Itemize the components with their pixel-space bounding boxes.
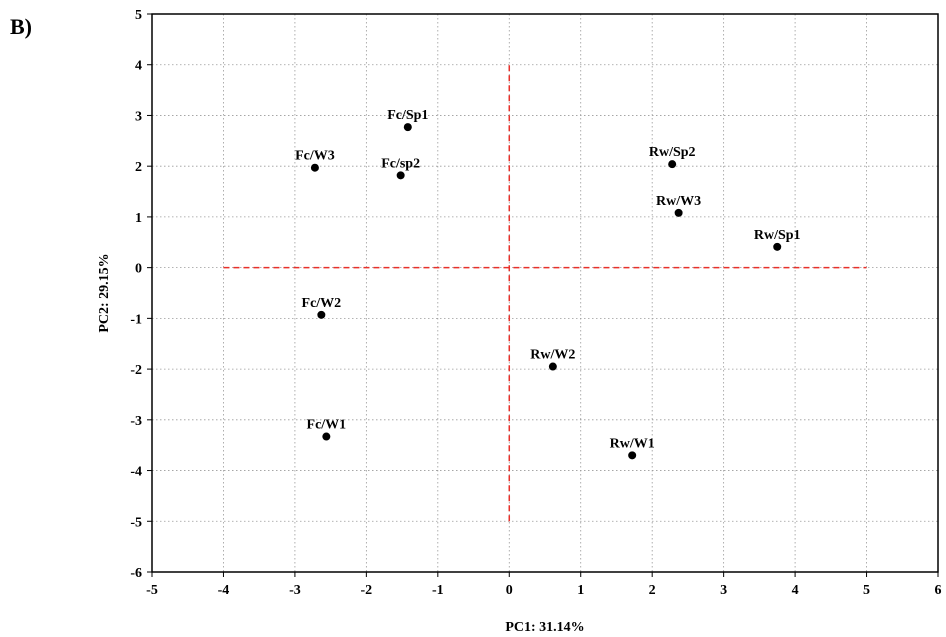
point-label: Rw/W3 (656, 194, 701, 209)
point-label: Fc/W1 (307, 418, 347, 433)
x-tick-label: 2 (649, 583, 656, 598)
axis-ticks: -5 -4 -3 -2 -1 0 1 2 3 4 5 6 -6 -5 -4 -3 -2 -1 0 1 2 3 4 5 (130, 8, 941, 598)
x-tick-label: -3 (289, 583, 301, 598)
data-point (668, 160, 677, 169)
x-tick-label: 4 (792, 583, 799, 598)
data-point (322, 432, 331, 441)
data-point (310, 163, 319, 172)
point-label: Fc/Sp1 (387, 108, 428, 123)
x-tick-label: -2 (361, 583, 373, 598)
point-label: Rw/W1 (610, 436, 655, 451)
panel-label: B) (10, 14, 32, 39)
plot-frame (151, 13, 939, 573)
y-tick-label: 5 (135, 8, 142, 23)
y-tick-label: -2 (130, 363, 142, 378)
y-tick-label: -6 (130, 566, 142, 581)
point-label: Fc/W3 (295, 149, 335, 164)
grid-lines (152, 14, 938, 572)
x-tick-label: 6 (935, 583, 942, 598)
x-tick-label: 1 (577, 583, 584, 598)
x-tick-label: 0 (506, 583, 513, 598)
reference-lines (223, 64, 867, 522)
data-points: Fc/Sp1 Fc/W3 Fc/sp2 Fc/W2 Fc/W1 Rw/Sp2 Rw/W3 Rw… (295, 108, 801, 460)
point-label: Fc/W2 (302, 296, 342, 311)
y-tick-label: -1 (130, 312, 142, 327)
data-point (773, 242, 782, 251)
y-tick-label: 4 (135, 59, 142, 74)
y-tick-label: 2 (135, 160, 142, 175)
y-tick-label: -5 (130, 515, 142, 530)
point-label: Rw/Sp1 (754, 228, 801, 243)
y-axis-title: PC2: 29.15% (97, 253, 112, 332)
x-tick-label: -4 (218, 583, 230, 598)
point-label: Fc/sp2 (381, 156, 420, 171)
y-tick-label: 3 (135, 109, 142, 124)
point-label: Rw/W2 (530, 348, 575, 363)
y-tick-label: -4 (130, 465, 142, 480)
data-point (396, 171, 405, 180)
data-point (628, 451, 637, 460)
y-tick-label: 0 (135, 262, 142, 277)
point-label: Rw/Sp2 (649, 145, 696, 160)
x-tick-label: -1 (432, 583, 444, 598)
data-point (317, 310, 326, 319)
y-tick-label: -3 (130, 414, 142, 429)
x-tick-label: -5 (146, 583, 158, 598)
data-point (674, 208, 683, 217)
data-point (403, 123, 412, 132)
x-tick-label: 3 (720, 583, 727, 598)
x-tick-label: 5 (863, 583, 870, 598)
x-axis-title: PC1: 31.14% (505, 620, 584, 635)
data-point (548, 362, 557, 371)
y-tick-label: 1 (135, 211, 142, 226)
